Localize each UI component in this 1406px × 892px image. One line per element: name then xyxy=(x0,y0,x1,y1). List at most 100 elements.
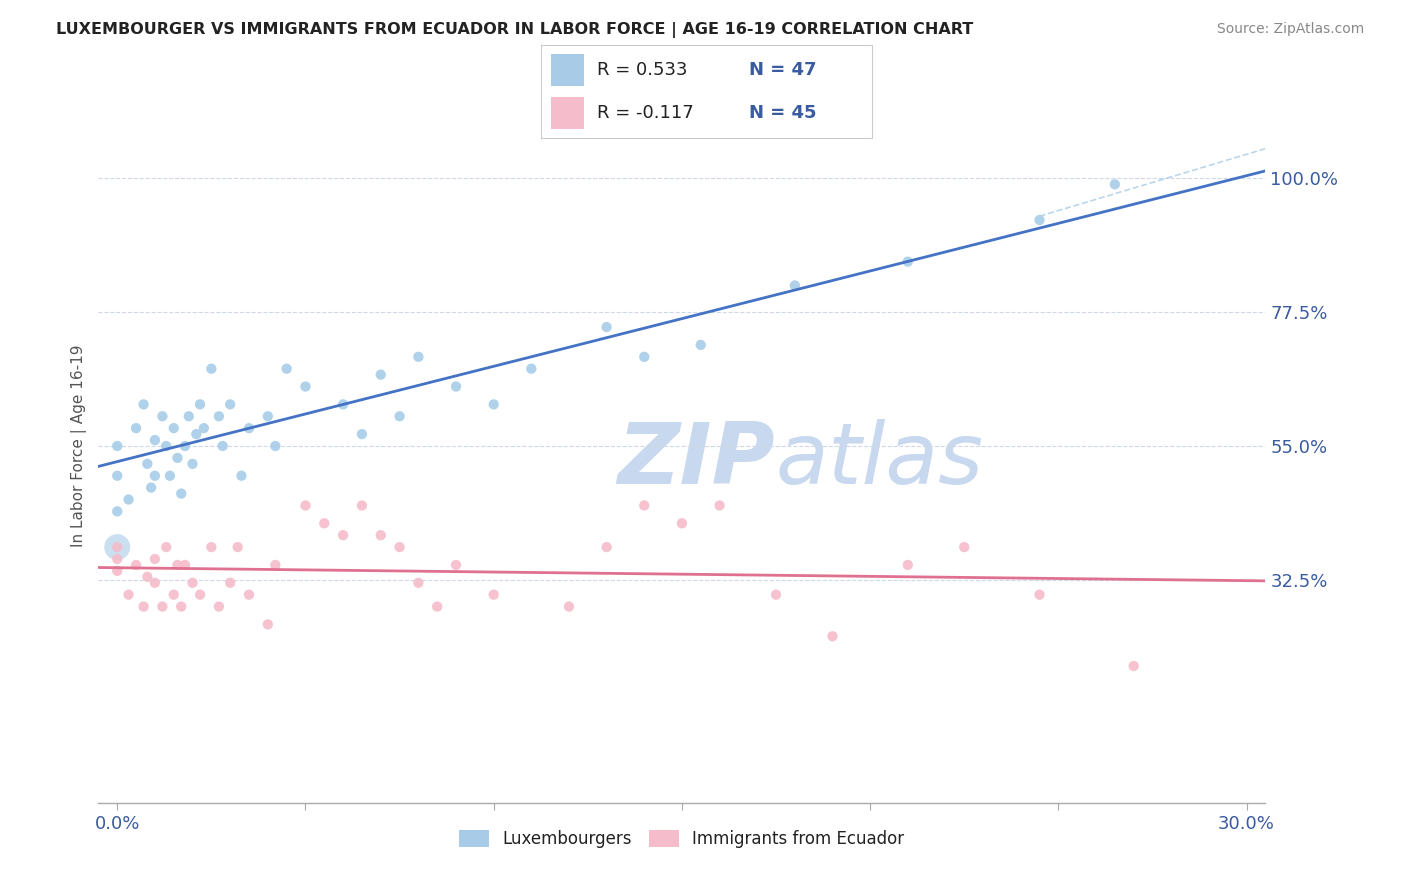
Point xyxy=(520,361,543,376)
Point xyxy=(689,338,711,352)
Point xyxy=(444,558,467,572)
Point xyxy=(595,540,617,554)
Point xyxy=(105,564,128,578)
Text: R = -0.117: R = -0.117 xyxy=(598,104,695,122)
Point xyxy=(170,599,193,614)
Y-axis label: In Labor Force | Age 16-19: In Labor Force | Age 16-19 xyxy=(72,344,87,548)
Point xyxy=(166,450,188,465)
Point xyxy=(159,468,181,483)
Point xyxy=(256,617,278,632)
Point xyxy=(350,427,373,442)
Point xyxy=(155,540,177,554)
Point xyxy=(256,409,278,424)
Point xyxy=(181,457,204,471)
Point xyxy=(105,540,128,554)
Text: ZIP: ZIP xyxy=(617,418,775,502)
Point xyxy=(238,421,260,435)
Point xyxy=(181,575,204,590)
Point xyxy=(200,361,222,376)
Point xyxy=(186,427,208,442)
Point xyxy=(219,575,242,590)
Legend: Luxembourgers, Immigrants from Ecuador: Luxembourgers, Immigrants from Ecuador xyxy=(453,823,911,855)
Point xyxy=(709,499,731,513)
Text: Source: ZipAtlas.com: Source: ZipAtlas.com xyxy=(1216,22,1364,37)
Text: N = 47: N = 47 xyxy=(749,61,817,78)
Point xyxy=(264,439,287,453)
Point xyxy=(408,575,430,590)
Point xyxy=(1122,659,1144,673)
Text: LUXEMBOURGER VS IMMIGRANTS FROM ECUADOR IN LABOR FORCE | AGE 16-19 CORRELATION C: LUXEMBOURGER VS IMMIGRANTS FROM ECUADOR … xyxy=(56,22,973,38)
Point xyxy=(143,433,166,447)
Point xyxy=(152,599,174,614)
Point xyxy=(143,575,166,590)
Text: R = 0.533: R = 0.533 xyxy=(598,61,688,78)
Text: atlas: atlas xyxy=(775,418,983,502)
Point xyxy=(314,516,336,531)
Point xyxy=(231,468,253,483)
Point xyxy=(170,486,193,500)
Point xyxy=(125,421,148,435)
FancyBboxPatch shape xyxy=(551,97,585,129)
Point xyxy=(105,468,128,483)
Point xyxy=(163,588,186,602)
Point xyxy=(953,540,976,554)
Point xyxy=(136,457,159,471)
Point xyxy=(332,397,354,411)
Point xyxy=(132,599,155,614)
Point xyxy=(188,588,211,602)
Point xyxy=(132,397,155,411)
Point xyxy=(897,254,920,268)
Point xyxy=(765,588,787,602)
Point xyxy=(174,558,197,572)
Point xyxy=(276,361,298,376)
Point xyxy=(105,504,128,518)
Point xyxy=(897,558,920,572)
Point xyxy=(208,409,231,424)
Point xyxy=(350,499,373,513)
Point xyxy=(143,552,166,566)
Point xyxy=(294,499,316,513)
Point xyxy=(671,516,693,531)
Point xyxy=(595,320,617,334)
Text: N = 45: N = 45 xyxy=(749,104,817,122)
FancyBboxPatch shape xyxy=(551,54,585,86)
Point xyxy=(166,558,188,572)
Point xyxy=(633,499,655,513)
Point xyxy=(1028,213,1050,227)
Point xyxy=(117,492,139,507)
Point xyxy=(408,350,430,364)
Point xyxy=(370,368,392,382)
Point xyxy=(152,409,174,424)
Point xyxy=(177,409,200,424)
Point xyxy=(105,540,128,554)
Point xyxy=(332,528,354,542)
Point xyxy=(163,421,186,435)
Point xyxy=(155,439,177,453)
Point xyxy=(125,558,148,572)
Point xyxy=(388,409,411,424)
Point xyxy=(482,588,505,602)
Point xyxy=(136,570,159,584)
Point xyxy=(264,558,287,572)
Point xyxy=(370,528,392,542)
Point xyxy=(783,278,806,293)
Point xyxy=(1028,588,1050,602)
Point xyxy=(558,599,581,614)
Point xyxy=(117,588,139,602)
Point xyxy=(482,397,505,411)
Point xyxy=(219,397,242,411)
Point xyxy=(188,397,211,411)
Point xyxy=(200,540,222,554)
Point xyxy=(238,588,260,602)
Point xyxy=(208,599,231,614)
Point xyxy=(444,379,467,393)
Point xyxy=(174,439,197,453)
Point xyxy=(105,552,128,566)
Point xyxy=(226,540,249,554)
Point xyxy=(821,629,844,643)
Point xyxy=(633,350,655,364)
Point xyxy=(143,468,166,483)
Point xyxy=(105,439,128,453)
Point xyxy=(211,439,233,453)
Point xyxy=(193,421,215,435)
